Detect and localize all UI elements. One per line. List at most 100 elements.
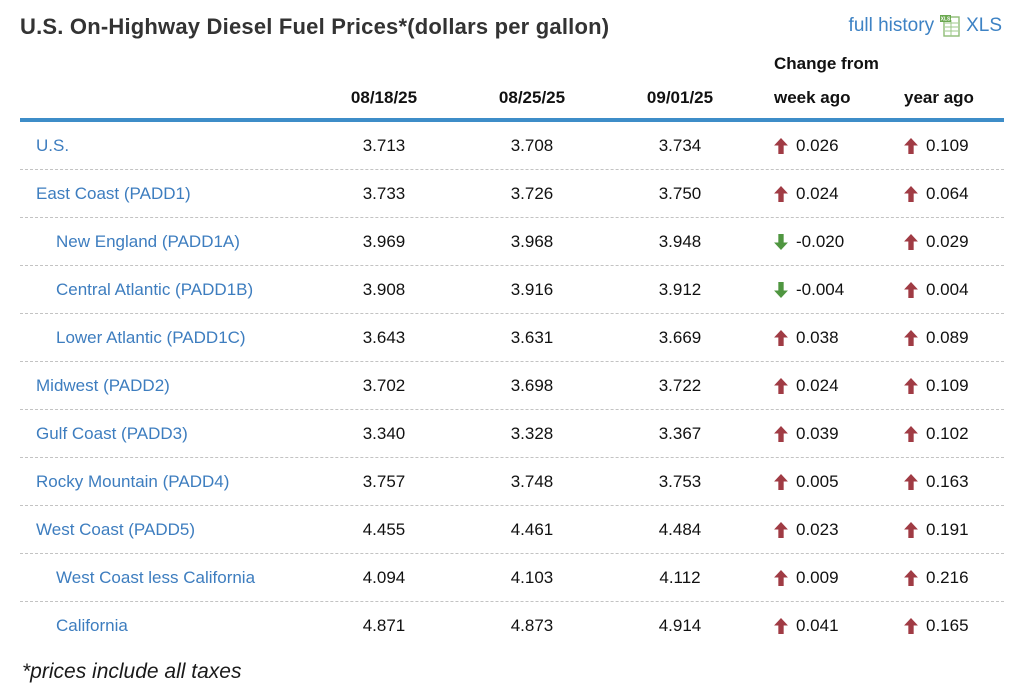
- price-cell: 3.726: [510, 183, 554, 203]
- header-links: full history XLS XLS: [849, 15, 1002, 37]
- price-cell: 3.908: [362, 279, 406, 299]
- table-row: West Coast less California 4.094 4.103 4…: [20, 554, 1004, 602]
- up-arrow-icon: [774, 329, 788, 346]
- up-arrow-icon: [904, 281, 918, 298]
- region-link[interactable]: California: [56, 616, 128, 635]
- table-header: Change from 08/18/25 08/25/25 09/01/25 w…: [20, 50, 1004, 118]
- change-cell-year-ago: 0.165: [884, 616, 1004, 636]
- change-cell-year-ago: 0.089: [884, 328, 1004, 348]
- change-value: 0.024: [796, 375, 839, 395]
- change-cell-week-ago: 0.023: [754, 520, 884, 540]
- table-row: U.S. 3.713 3.708 3.734 0.026 0.109: [20, 122, 1004, 170]
- up-arrow-icon: [774, 618, 788, 634]
- down-arrow-icon: [774, 281, 788, 298]
- price-cell: 3.748: [510, 471, 554, 491]
- change-cell-year-ago: 0.029: [884, 232, 1004, 252]
- up-arrow-icon: [904, 425, 918, 442]
- region-link[interactable]: East Coast (PADD1): [36, 183, 191, 203]
- change-value: 0.102: [926, 423, 969, 443]
- region-link[interactable]: Rocky Mountain (PADD4): [36, 471, 230, 491]
- price-cell: 3.702: [362, 375, 406, 395]
- price-cell: 3.733: [362, 183, 406, 203]
- price-cell: 4.871: [362, 616, 406, 635]
- up-arrow-icon: [904, 473, 918, 490]
- change-value: -0.020: [796, 231, 845, 251]
- footnote: *prices include all taxes: [22, 660, 242, 683]
- table-row: Midwest (PADD2) 3.702 3.698 3.722 0.024 …: [20, 362, 1004, 410]
- change-value: 0.109: [926, 375, 969, 395]
- change-cell-week-ago: 0.005: [754, 472, 884, 492]
- table-row: Central Atlantic (PADD1B) 3.908 3.916 3.…: [20, 266, 1004, 314]
- price-cell: 3.750: [658, 183, 702, 203]
- table-row: California 4.871 4.873 4.914 0.041 0.165: [20, 602, 1004, 650]
- change-cell-week-ago: 0.039: [754, 424, 884, 444]
- region-link[interactable]: Lower Atlantic (PADD1C): [56, 327, 246, 347]
- up-arrow-icon: [904, 137, 918, 154]
- change-value: 0.216: [926, 567, 969, 587]
- price-cell: 4.914: [658, 616, 702, 635]
- region-link[interactable]: New England (PADD1A): [56, 231, 240, 251]
- up-arrow-icon: [774, 521, 788, 538]
- table-row: West Coast (PADD5) 4.455 4.461 4.484 0.0…: [20, 506, 1004, 554]
- change-cell-year-ago: 0.004: [884, 280, 1004, 300]
- up-arrow-icon: [774, 185, 788, 202]
- change-value: 0.026: [796, 135, 839, 155]
- change-value: 0.029: [926, 231, 969, 251]
- change-cell-week-ago: 0.009: [754, 568, 884, 588]
- region-link[interactable]: Midwest (PADD2): [36, 375, 170, 395]
- title-row: U.S. On-Highway Diesel Fuel Prices*(doll…: [20, 14, 1004, 40]
- table-top-rule: [20, 118, 1004, 122]
- price-cell: 3.328: [510, 423, 554, 443]
- price-cell: 4.455: [362, 519, 406, 539]
- up-arrow-icon: [904, 569, 918, 586]
- region-link[interactable]: West Coast less California: [56, 567, 256, 587]
- price-cell: 3.734: [658, 135, 702, 155]
- price-cell: 3.948: [658, 231, 702, 251]
- price-cell: 3.713: [362, 135, 406, 155]
- change-cell-year-ago: 0.102: [884, 424, 1004, 444]
- price-cell: 3.912: [658, 279, 702, 299]
- region-link[interactable]: Gulf Coast (PADD3): [36, 423, 188, 443]
- change-value: 0.089: [926, 327, 969, 347]
- page-title: U.S. On-Highway Diesel Fuel Prices*(doll…: [20, 14, 610, 39]
- up-arrow-icon: [904, 185, 918, 202]
- region-link[interactable]: West Coast (PADD5): [36, 519, 196, 539]
- full-history-link[interactable]: full history: [848, 15, 935, 36]
- up-arrow-icon: [904, 233, 918, 250]
- change-value: 0.064: [926, 183, 969, 203]
- xls-link[interactable]: XLS: [966, 15, 1002, 36]
- up-arrow-icon: [904, 521, 918, 538]
- svg-text:XLS: XLS: [941, 17, 951, 23]
- up-arrow-icon: [774, 137, 788, 154]
- change-value: 0.109: [926, 135, 969, 155]
- price-cell: 3.367: [658, 423, 702, 443]
- change-cell-year-ago: 0.216: [884, 568, 1004, 588]
- up-arrow-icon: [904, 618, 918, 634]
- prices-table-body: U.S. 3.713 3.708 3.734 0.026 0.109 East …: [20, 122, 1004, 650]
- change-cell-year-ago: 0.064: [884, 184, 1004, 204]
- change-value: 0.191: [926, 519, 969, 539]
- price-cell: 3.757: [362, 471, 406, 491]
- change-cell-week-ago: 0.026: [754, 136, 884, 156]
- price-cell: 3.708: [510, 135, 554, 155]
- region-link[interactable]: U.S.: [36, 135, 70, 155]
- change-value: 0.165: [926, 616, 969, 635]
- price-cell: 4.094: [362, 567, 406, 587]
- week-ago-column-header: week ago: [774, 88, 851, 107]
- price-cell: 4.461: [510, 519, 554, 539]
- price-cell: 3.631: [510, 327, 554, 347]
- change-value: 0.024: [796, 183, 839, 203]
- up-arrow-icon: [774, 377, 788, 394]
- up-arrow-icon: [774, 425, 788, 442]
- price-cell: 4.484: [658, 519, 702, 539]
- xls-file-icon[interactable]: XLS: [940, 15, 960, 37]
- up-arrow-icon: [904, 329, 918, 346]
- change-value: 0.163: [926, 471, 969, 491]
- date-column-header-2: 08/25/25: [498, 88, 566, 107]
- region-link[interactable]: Central Atlantic (PADD1B): [56, 279, 254, 299]
- change-from-label: Change from: [774, 54, 879, 73]
- change-cell-year-ago: 0.163: [884, 472, 1004, 492]
- up-arrow-icon: [774, 569, 788, 586]
- change-cell-week-ago: -0.004: [754, 280, 884, 300]
- change-value: 0.039: [796, 423, 839, 443]
